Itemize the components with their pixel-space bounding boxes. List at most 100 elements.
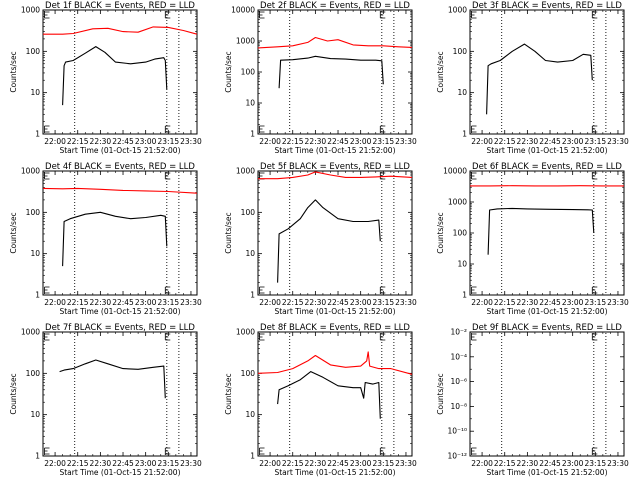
x-axis-label: Start Time (01-Oct-15 21:52:00)	[274, 307, 395, 316]
y-tick-label: 10	[245, 99, 255, 108]
y-tick-label: 1000	[448, 6, 467, 15]
y-axis-label: Counts/sec	[9, 51, 18, 92]
panel-title: Det 5f BLACK = Events, RED = LLD	[260, 162, 410, 172]
plot-frame	[257, 9, 413, 135]
time-flag-marker	[591, 447, 598, 455]
x-tick-label: 23:30	[607, 459, 629, 468]
x-tick-label: 23:00	[350, 459, 372, 468]
x-tick-label: 23:00	[350, 298, 372, 307]
panel-det-2: Det 2f BLACK = Events, RED = LLD 1 10 100 10…	[224, 1, 417, 155]
x-tick-label: 22:00	[471, 459, 493, 468]
y-tick-label: 10⁻²	[450, 328, 467, 337]
plot-frame	[42, 170, 198, 296]
time-flag-marker	[164, 333, 171, 341]
panel-det-6: Det 6f BLACK = Events, RED = LLD 1 10 100 10…	[436, 162, 629, 316]
time-flag-marker	[471, 172, 477, 180]
events-series-line	[277, 371, 381, 419]
y-axis-label: Counts/sec	[224, 51, 233, 92]
y-tick-label: 1000	[21, 167, 40, 176]
x-axis-label: Start Time (01-Oct-15 21:52:00)	[274, 468, 395, 477]
y-axis-label: Counts/sec	[9, 373, 18, 414]
time-flag-marker	[379, 333, 386, 341]
y-tick-label: 1000	[21, 6, 40, 15]
panel-det-8: Det 8f BLACK = Events, RED = LLD 1 10 100 10…	[224, 323, 417, 477]
x-tick-label: 22:00	[44, 137, 66, 146]
events-series-line	[487, 207, 595, 255]
y-tick-label: 1	[250, 291, 255, 300]
x-tick-label: 23:00	[135, 298, 157, 307]
x-tick-label: 22:00	[259, 298, 281, 307]
x-tick-label: 22:45	[112, 298, 134, 307]
y-tick-label: 1	[35, 291, 40, 300]
x-axis-label: Start Time (01-Oct-15 21:52:00)	[59, 146, 180, 155]
x-tick-label: 22:45	[539, 459, 561, 468]
x-axis-label: Start Time (01-Oct-15 21:52:00)	[59, 468, 180, 477]
lld-series-line	[42, 187, 198, 194]
y-tick-label: 10⁻¹²	[447, 452, 467, 461]
panel-det-5: Det 5f BLACK = Events, RED = LLD 1 10 100 10…	[224, 162, 417, 316]
panel-title: Det 8f BLACK = Events, RED = LLD	[260, 323, 410, 333]
y-tick-label: 10	[30, 410, 40, 419]
time-flag-marker	[164, 172, 171, 180]
x-tick-label: 23:30	[180, 459, 202, 468]
y-tick-label: 1	[35, 130, 40, 139]
y-tick-label: 1	[35, 452, 40, 461]
time-flag-marker	[471, 286, 477, 294]
events-series-line	[486, 43, 593, 115]
time-flag-marker	[591, 333, 598, 341]
x-tick-label: 23:30	[180, 298, 202, 307]
time-flag-marker	[44, 11, 50, 19]
y-tick-label: 1000	[448, 198, 467, 207]
x-tick-label: 22:15	[67, 459, 89, 468]
x-tick-label: 23:30	[607, 137, 629, 146]
lld-series-line	[257, 36, 413, 49]
events-series-line	[62, 46, 168, 106]
panel-det-3: Det 3f BLACK = Events, RED = LLD 1 10 100 10…	[436, 1, 629, 155]
panel-title: Det 1f BLACK = Events, RED = LLD	[45, 1, 195, 11]
panel-title: Det 7f BLACK = Events, RED = LLD	[45, 323, 195, 333]
y-tick-label: 10	[457, 260, 467, 269]
x-tick-label: 23:15	[158, 459, 180, 468]
time-flag-marker	[259, 172, 265, 180]
y-tick-label: 10	[30, 88, 40, 97]
x-tick-label: 22:45	[112, 137, 134, 146]
x-axis-label: Start Time (01-Oct-15 21:52:00)	[59, 307, 180, 316]
time-flag-marker	[164, 125, 171, 133]
time-flag-marker	[44, 333, 50, 341]
x-tick-label: 23:00	[562, 459, 584, 468]
x-axis-label: Start Time (01-Oct-15 21:52:00)	[486, 307, 607, 316]
y-tick-label: 10⁻⁸	[450, 402, 467, 411]
time-flag-marker	[379, 125, 386, 133]
y-tick-label: 10	[457, 88, 467, 97]
x-tick-label: 22:00	[259, 459, 281, 468]
time-flag-marker	[591, 286, 598, 294]
y-tick-label: 10	[245, 249, 255, 258]
y-tick-label: 1000	[236, 167, 255, 176]
time-flag-marker	[259, 286, 265, 294]
time-flag-marker	[471, 11, 477, 19]
panel-det-1: Det 1f BLACK = Events, RED = LLD 1 10 100 10…	[9, 1, 202, 155]
x-tick-label: 23:15	[158, 298, 180, 307]
y-tick-label: 10	[245, 410, 255, 419]
panel-det-7: Det 7f BLACK = Events, RED = LLD 1 10 100 10…	[9, 323, 202, 477]
y-tick-label: 100	[26, 208, 41, 217]
y-tick-label: 100	[241, 68, 256, 77]
x-tick-label: 22:30	[90, 298, 112, 307]
x-tick-label: 23:15	[373, 459, 395, 468]
y-tick-label: 1000	[21, 328, 40, 337]
time-flag-marker	[471, 125, 477, 133]
y-axis-label: Counts/sec	[436, 212, 445, 253]
time-flag-marker	[44, 447, 50, 455]
x-tick-label: 22:30	[90, 459, 112, 468]
panel-title: Det 4f BLACK = Events, RED = LLD	[45, 162, 195, 172]
x-tick-label: 22:15	[67, 137, 89, 146]
y-tick-label: 10⁻¹⁰	[447, 427, 467, 436]
x-tick-label: 23:00	[135, 459, 157, 468]
y-tick-label: 10000	[443, 167, 467, 176]
y-tick-label: 1000	[236, 37, 255, 46]
x-axis-label: Start Time (01-Oct-15 21:52:00)	[486, 468, 607, 477]
y-tick-label: 10	[30, 249, 40, 258]
y-tick-label: 100	[26, 47, 41, 56]
panel-title: Det 3f BLACK = Events, RED = LLD	[472, 1, 622, 11]
x-tick-label: 23:30	[395, 137, 417, 146]
